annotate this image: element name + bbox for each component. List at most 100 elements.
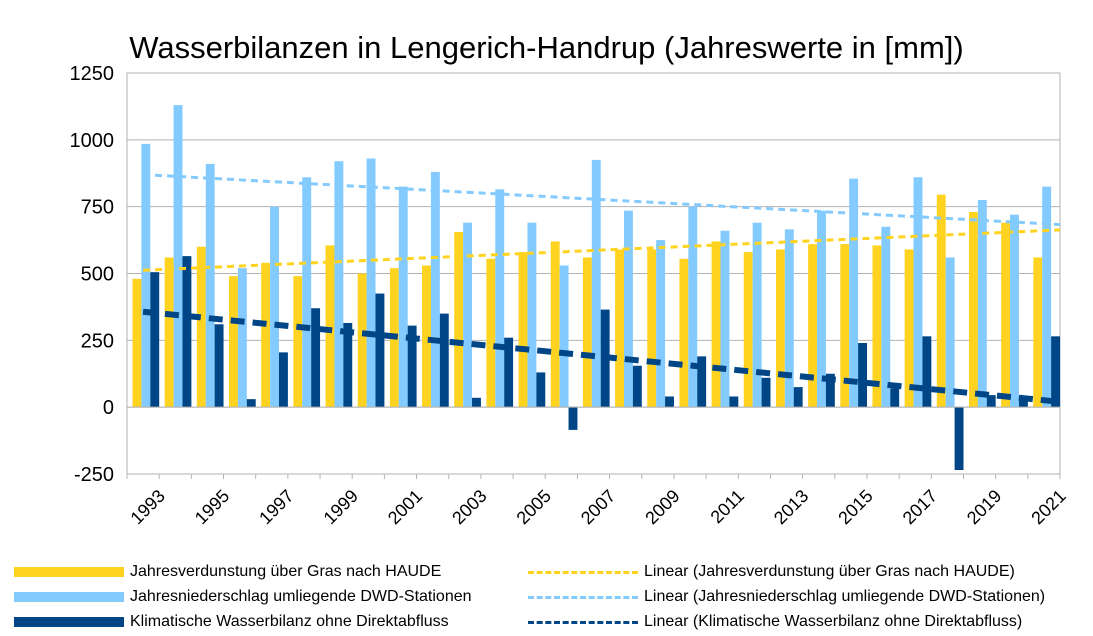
x-tick-label: 2009: [641, 486, 683, 528]
y-tick-label: 0: [103, 397, 114, 419]
x-tick-label-group: 2021: [1027, 486, 1069, 528]
x-tick-label: 2017: [899, 486, 941, 528]
x-tick-label-group: 2017: [899, 486, 941, 528]
bar-niederschlag-2005: [527, 222, 537, 408]
bar-haude-1996: [229, 276, 238, 408]
x-tick-label-group: 1995: [191, 486, 233, 528]
bar-haude-1993: [132, 278, 142, 408]
bar-haude-2021: [1033, 257, 1043, 408]
bar-wasserbilanz-2006: [568, 407, 578, 430]
bar-wasserbilanz-1993: [150, 272, 160, 408]
bar-haude-1998: [293, 276, 303, 408]
x-tick-label: 1997: [255, 486, 297, 528]
y-tick-label: 250: [81, 330, 114, 352]
bar-wasserbilanz-2016: [890, 388, 900, 408]
bar-wasserbilanz-2013: [793, 387, 803, 408]
x-tick-label-group: 2011: [707, 486, 749, 528]
bar-niederschlag-2018: [945, 257, 955, 408]
legend-item-linear-niederschlag: Linear (Jahresniederschlag umliegende DW…: [528, 585, 1045, 609]
bar-wasserbilanz-2005: [536, 372, 546, 408]
legend-label-linear-niederschlag: Linear (Jahresniederschlag umliegende DW…: [644, 588, 1046, 605]
x-tick-label: 2013: [770, 486, 812, 528]
x-tick-label-group: 1999: [320, 486, 362, 528]
bar-niederschlag-2020: [1010, 214, 1019, 408]
bar-haude-2004: [486, 258, 496, 408]
legend-label-wasserbilanz: Klimatische Wasserbilanz ohne Direktabfl…: [130, 613, 449, 630]
bar-wasserbilanz-2017: [922, 336, 932, 408]
legend-swatch-wasserbilanz: [14, 617, 124, 627]
bar-niederschlag-2015: [849, 178, 859, 408]
bar-haude-2020: [1001, 222, 1011, 408]
bar-wasserbilanz-2012: [761, 377, 771, 408]
x-tick-label-group: 2007: [577, 486, 619, 528]
bar-haude-2002: [422, 265, 431, 408]
bar-niederschlag-2009: [656, 240, 666, 408]
bar-haude-2015: [840, 244, 850, 408]
bar-wasserbilanz-2004: [504, 337, 514, 408]
x-tick-label: 2015: [834, 486, 876, 528]
bar-haude-2018: [936, 194, 946, 408]
legend-label-linear-haude: Linear (Jahresverdunstung über Gras nach…: [644, 563, 1015, 580]
bar-wasserbilanz-2014: [825, 373, 835, 408]
x-tick-label: 2003: [448, 486, 490, 528]
y-tick-label: 750: [81, 197, 114, 219]
bar-haude-1999: [325, 245, 335, 408]
bar-niederschlag-2013: [784, 229, 794, 408]
bar-niederschlag-2010: [688, 206, 698, 408]
x-tick-label-group: 2001: [384, 486, 426, 528]
bar-wasserbilanz-2015: [858, 343, 867, 408]
legend-item-linear-haude: Linear (Jahresverdunstung über Gras nach…: [528, 560, 1015, 584]
x-tick-label-group: 2013: [770, 486, 812, 528]
x-tick-label: 2001: [384, 486, 426, 528]
legend-dash-linear-wasserbilanz: [528, 620, 638, 624]
legend-item-haude: Jahresverdunstung über Gras nach HAUDE: [14, 560, 441, 584]
bar-wasserbilanz-1997: [278, 352, 288, 408]
bar-niederschlag-1995: [205, 163, 215, 408]
bar-haude-2009: [647, 249, 657, 408]
bar-niederschlag-1994: [173, 105, 183, 408]
x-tick-label: 2019: [963, 486, 1005, 528]
x-tick-label: 2007: [577, 486, 619, 528]
bar-niederschlag-2016: [881, 226, 891, 408]
x-tick-label-group: 2005: [513, 486, 555, 528]
bar-wasserbilanz-1998: [311, 308, 321, 408]
x-tick-label-group: 1993: [127, 486, 169, 528]
bar-haude-2003: [454, 232, 464, 408]
bar-haude-2010: [679, 258, 689, 408]
bar-wasserbilanz-2019: [986, 395, 996, 408]
bar-haude-1995: [196, 246, 206, 408]
bar-niederschlag-2002: [430, 171, 440, 408]
bar-niederschlag-2003: [463, 222, 473, 408]
x-tick-label-group: 2003: [448, 486, 490, 528]
bar-niederschlag-2017: [913, 177, 923, 408]
chart-title: Wasserbilanzen in Lengerich-Handrup (Jah…: [129, 30, 964, 65]
bar-wasserbilanz-2018: [954, 407, 964, 470]
x-tick-label-group: 2009: [641, 486, 683, 528]
legend-item-niederschlag: Jahresniederschlag umliegende DWD-Statio…: [14, 585, 472, 609]
bar-haude-2007: [582, 257, 592, 408]
bar-niederschlag-2007: [591, 159, 601, 408]
x-tick-label: 1995: [191, 486, 233, 528]
bar-niederschlag-2006: [559, 265, 569, 408]
legend-swatch-haude: [14, 567, 124, 577]
legend-item-linear-wasserbilanz: Linear (Klimatische Wasserbilanz ohne Di…: [528, 610, 1022, 634]
plot-area-border: [126, 72, 1061, 475]
bar-niederschlag-1998: [302, 177, 312, 408]
legend-swatch-niederschlag: [14, 592, 124, 602]
bar-niederschlag-1999: [334, 161, 344, 408]
bar-haude-2011: [711, 241, 721, 408]
bar-wasserbilanz-1996: [246, 399, 256, 408]
bar-wasserbilanz-2011: [729, 396, 739, 408]
bar-niederschlag-1993: [141, 143, 151, 408]
legend-label-niederschlag: Jahresniederschlag umliegende DWD-Statio…: [130, 588, 472, 605]
bar-haude-2008: [615, 249, 624, 408]
legend-label-linear-wasserbilanz: Linear (Klimatische Wasserbilanz ohne Di…: [644, 613, 1023, 630]
bar-haude-2017: [904, 249, 914, 408]
bar-haude-2000: [357, 273, 367, 408]
bar-haude-2013: [775, 249, 785, 408]
bar-wasserbilanz-2002: [439, 313, 449, 408]
bar-niederschlag-2004: [495, 189, 505, 408]
x-tick-label: 2011: [707, 486, 749, 528]
bar-niederschlag-2001: [398, 186, 408, 408]
bar-niederschlag-2019: [977, 199, 987, 408]
